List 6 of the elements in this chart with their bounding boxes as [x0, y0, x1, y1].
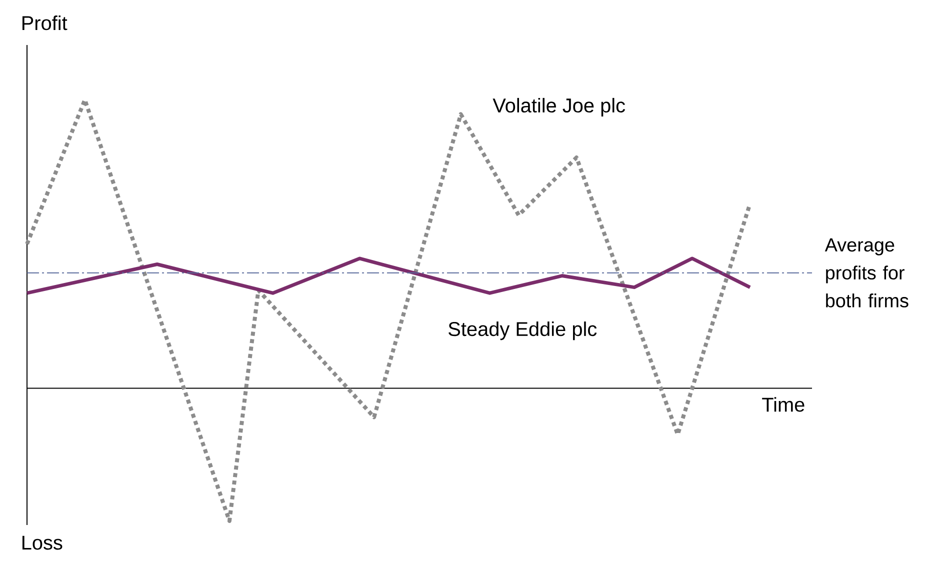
series-label: Volatile Joe plc	[492, 98, 626, 117]
text: Loss	[22, 536, 62, 550]
y-axis-title: Profit	[22, 16, 68, 30]
x-axis-title: Time	[762, 397, 804, 412]
series-label: Steady Eddie plc	[448, 321, 597, 340]
ref-line-label: Average profits for both firms	[824, 238, 908, 308]
